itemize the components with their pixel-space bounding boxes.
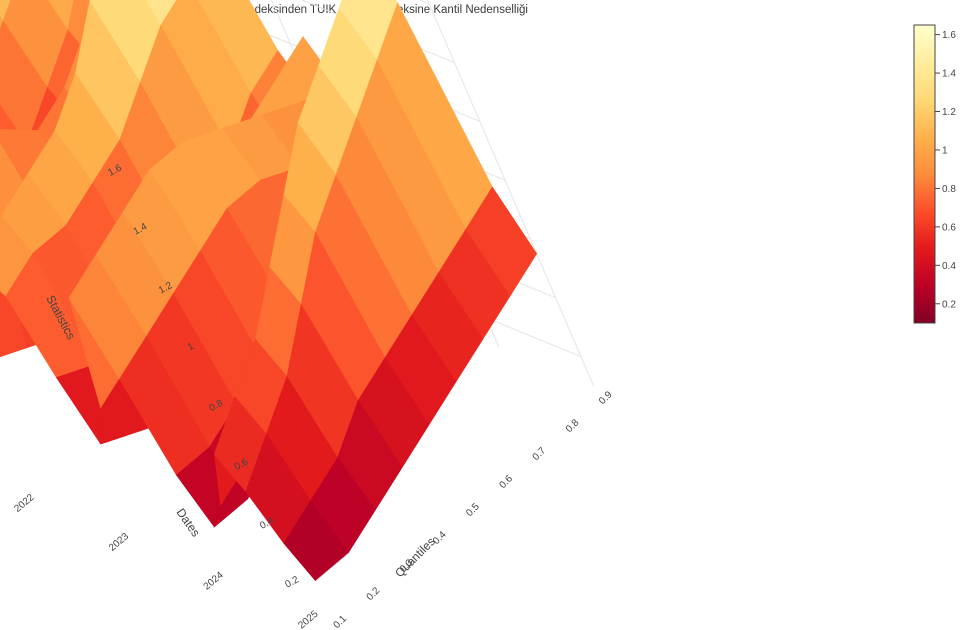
surface-mesh	[0, 0, 538, 582]
z-tick-label: 0.2	[283, 574, 301, 590]
x-tick-label: 0.7	[531, 445, 549, 463]
colorbar-tick-label: 1	[942, 145, 948, 156]
y-tick-label: 2025	[296, 608, 320, 630]
z-tick-label: 1	[186, 341, 196, 354]
colorbar-tick-label: 0.6	[942, 222, 956, 233]
y-tick-label: 2023	[107, 531, 131, 554]
y-axis-label: Dates	[174, 506, 203, 540]
colorbar-gradient	[913, 24, 936, 324]
colorbar-tick-label: 1.2	[942, 107, 956, 118]
colorbar-tick-label: 1.4	[942, 69, 956, 80]
x-tick-label: 0.2	[365, 585, 383, 603]
y-tick-label: 2022	[12, 492, 36, 515]
colorbar-tick-label: 0.8	[942, 184, 956, 195]
colorbar-tick-label: 0.2	[942, 299, 956, 310]
surface-patch	[0, 0, 11, 22]
x-tick-label: 0.8	[564, 417, 582, 435]
x-tick-label: 0.6	[497, 473, 515, 491]
surface-patch	[144, 0, 178, 26]
grid-line-y	[426, 0, 595, 387]
surface-patch	[283, 500, 349, 582]
x-axis-label: Quantiles	[392, 534, 438, 580]
colorbar: 0.2 0.4 0.6 0.8 1 1.2 1.4 1.6	[913, 24, 956, 324]
y-tick-label: 2024	[202, 570, 226, 593]
x-tick-label: 0.1	[331, 613, 349, 630]
x-tick-label: 0.5	[464, 501, 482, 519]
x-tick-label: 0.9	[597, 389, 615, 407]
colorbar-tick-label: 1.6	[942, 30, 956, 41]
colorbar-tick-label: 0.4	[942, 261, 956, 272]
